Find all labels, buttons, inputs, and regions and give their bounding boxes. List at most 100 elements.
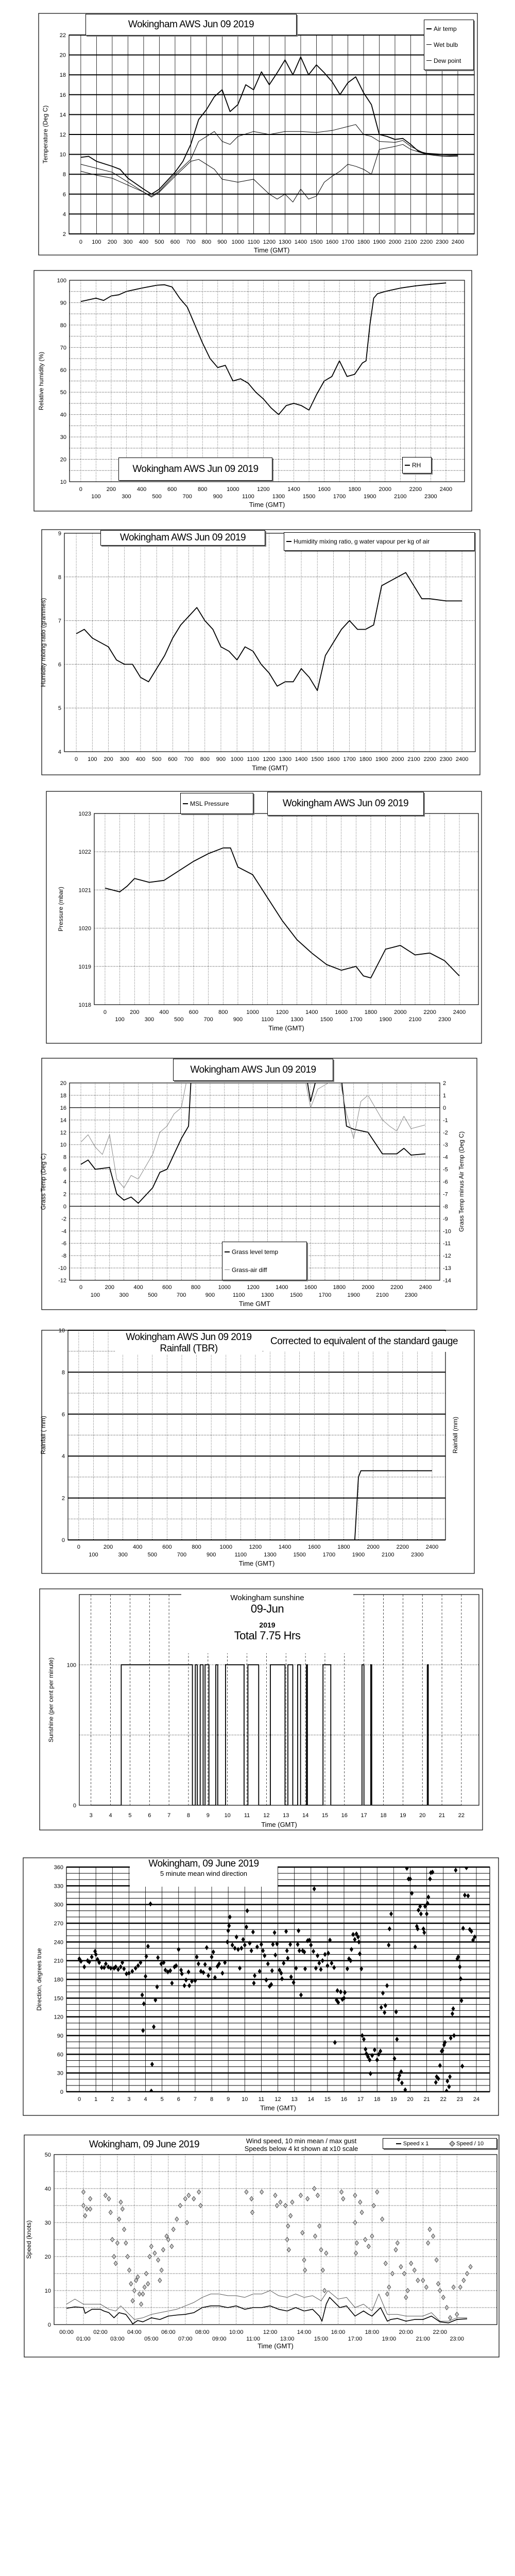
tick-label: 1000: [232, 239, 244, 245]
wind-direction-point: [122, 1966, 126, 1972]
tick-label: 12: [274, 2096, 281, 2103]
tick-label: 400: [133, 1544, 142, 1550]
tick-label: 6: [63, 1167, 66, 1173]
tick-label: 1400: [305, 1009, 318, 1015]
wind-direction-point: [130, 1969, 134, 1974]
wind-direction-point: [462, 1892, 467, 1898]
tick-label: 1700: [323, 1552, 335, 1558]
tick-label: -4: [61, 1228, 66, 1234]
speed-x10-point: [455, 2312, 459, 2317]
tick-label: 90: [60, 300, 66, 306]
x-axis-label: Time (GMT): [239, 1560, 275, 1567]
speed-x10-point: [448, 2315, 453, 2320]
tick-label: 7: [167, 1812, 170, 1819]
tick-label: 3: [127, 2096, 130, 2103]
tick-label: 1300: [290, 1016, 303, 1023]
wind-direction-point: [375, 2057, 379, 2063]
wind-direction-point: [422, 1930, 426, 1936]
tick-label: 8: [210, 2096, 213, 2103]
speed-x10-point: [250, 2210, 255, 2215]
windspeed-chart-legend: Speed x 1 Speed / 10: [383, 2138, 497, 2149]
tick-label: -10: [58, 1265, 66, 1272]
legend-grass-air-diff: Grass-air diff: [225, 1266, 304, 1274]
speed-x10-point: [313, 2233, 317, 2239]
speed-x10-point: [185, 2219, 190, 2226]
speed-x10-point: [387, 2284, 391, 2290]
legend-speed-div10: Speed / 10: [449, 2140, 484, 2147]
series-line-air-temp: [80, 56, 458, 195]
grass-chart-title: Wokingham AWS Jun 09 2019: [173, 1059, 333, 1081]
wind-direction-point: [296, 1942, 300, 1947]
tick-label: 1022: [79, 849, 91, 855]
speed-x10-point: [124, 2240, 128, 2246]
tick-label: 2300: [424, 494, 437, 500]
tick-label: 1500: [310, 239, 322, 245]
wind-direction-point: [245, 1908, 249, 1913]
plot-area: [66, 1867, 490, 2092]
speed-x10-point: [113, 2261, 118, 2266]
wind-direction-point: [90, 1954, 94, 1960]
wind-direction-point: [449, 2035, 453, 2041]
x-axis-label: Time (GMT): [249, 501, 285, 509]
mixing-chart-title: Wokingham AWS Jun 09 2019: [100, 530, 265, 546]
tick-label: 10: [59, 1328, 65, 1334]
tick-label: 50: [60, 389, 66, 396]
tick-label: 2400: [453, 1009, 466, 1015]
wind-direction-point: [294, 1965, 298, 1971]
y-axis-label: Grass Temp (Deg C): [40, 1154, 47, 1210]
tick-label: 8: [62, 1369, 65, 1376]
wind-direction-point: [438, 2063, 442, 2069]
speed-x10-point: [383, 2261, 388, 2266]
tick-label: 10: [225, 1812, 231, 1819]
tick-label: 30: [45, 2220, 51, 2226]
speed-x10-point: [426, 2240, 431, 2246]
tick-label: 1000: [220, 1544, 232, 1550]
speed-x10-point: [438, 2287, 442, 2294]
wind-direction-point: [349, 1946, 353, 1952]
plot-marks: [76, 572, 462, 691]
wind-direction-point: [381, 1990, 385, 1996]
tick-label: 100: [57, 278, 66, 284]
wind-direction-point: [303, 1966, 307, 1972]
y-axis-label: Temperature (Deg C): [42, 106, 49, 164]
tick-label: 1500: [293, 1552, 305, 1558]
tick-label: 40: [60, 412, 66, 418]
speed-x10-point: [465, 2270, 469, 2277]
tick-label: 1400: [295, 239, 307, 245]
tick-label: 1800: [333, 1284, 346, 1291]
tick-label: 1800: [348, 486, 360, 493]
tick-label: 11: [244, 1812, 250, 1819]
speed-x10-point: [273, 2193, 278, 2198]
wind-direction-point: [208, 1966, 212, 1972]
wind-direction-point: [413, 1944, 417, 1950]
rh-chart-title: Wokingham AWS Jun 09 2019: [118, 457, 272, 481]
tick-label: 20: [45, 2254, 51, 2260]
wind-direction-point: [428, 1876, 432, 1882]
rainfall-chart: 0100200300400500600700800900100011001200…: [40, 1328, 475, 1574]
tick-label: 13: [291, 2096, 298, 2103]
wind-direction-point: [395, 2037, 399, 2042]
y-axis-label-right: Grass Temp minus Air Temp (Deg C): [458, 1131, 465, 1232]
speed-x10-point: [468, 2264, 473, 2269]
wind-direction-point: [314, 1965, 318, 1971]
tick-label: -14: [443, 1278, 451, 1284]
windspeed-subtitle-line2: Speeds below 4 kt shown at x10 scale: [244, 2145, 358, 2153]
legend-label: Speed / 10: [456, 2140, 484, 2147]
tick-label: 09:00: [212, 2336, 227, 2342]
wind-direction-point: [431, 1869, 435, 1875]
speed-x10-point: [416, 2278, 420, 2283]
winddir-chart-title-text: Wokingham, 09 June 2019: [148, 1858, 259, 1869]
speed-x10-point: [405, 2287, 410, 2294]
tick-label: 700: [203, 1016, 213, 1023]
legend-label: Grass-air diff: [232, 1266, 267, 1274]
speed-x10-point: [81, 2189, 86, 2195]
wind-direction-point: [434, 2079, 438, 2085]
tick-label: 330: [54, 1883, 63, 1889]
rain-chart-note: Corrected to equivalent of the standard …: [264, 1331, 465, 1352]
wind-direction-point: [383, 2003, 387, 2008]
speed-x10-point: [198, 2202, 203, 2209]
wind-direction-point: [291, 1980, 296, 1986]
speed-x10-point: [359, 2210, 364, 2215]
tick-label: 200: [130, 1009, 139, 1015]
air-temp-swatch: [426, 28, 432, 30]
